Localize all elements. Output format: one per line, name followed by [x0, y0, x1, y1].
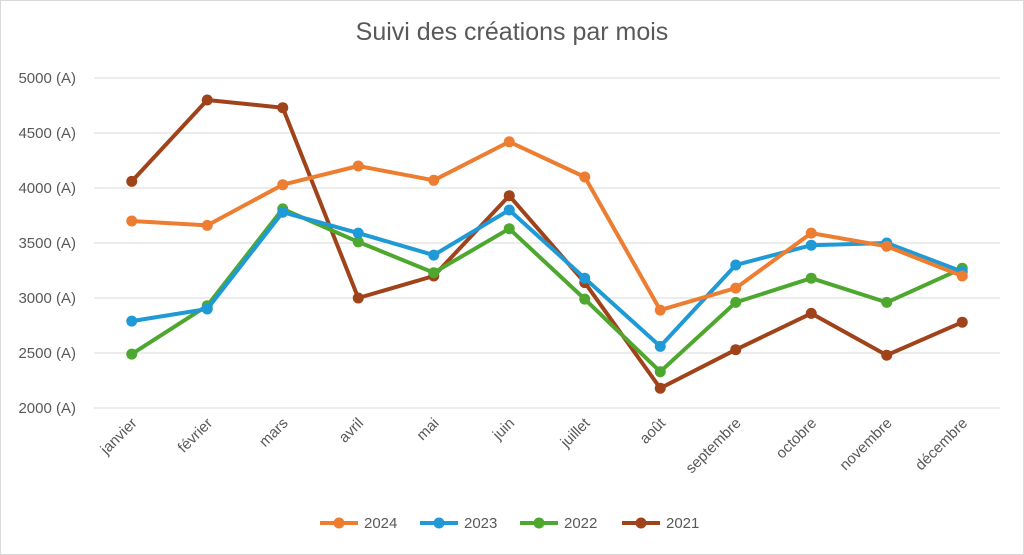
legend-marker: [533, 517, 545, 529]
data-point: [277, 179, 289, 191]
data-point: [352, 236, 364, 248]
data-point: [503, 190, 515, 202]
x-tick-label: mars: [256, 415, 292, 451]
x-axis-ticks: janvier février mars avril mai juin juillet aoû…: [97, 414, 971, 477]
y-tick-label: 3500 (A): [18, 235, 76, 252]
legend-label: 2024: [364, 515, 397, 532]
data-point: [503, 136, 515, 148]
series-2022: [126, 203, 968, 378]
x-tick-label: août: [636, 414, 669, 447]
y-tick-label: 2000 (A): [18, 400, 76, 417]
data-point: [881, 296, 893, 308]
y-tick-label: 4000 (A): [18, 180, 76, 197]
data-point: [126, 215, 138, 227]
x-tick-label: février: [175, 415, 216, 456]
legend: 2024 2023 2022 2021: [320, 515, 699, 532]
series-line: [129, 139, 965, 313]
legend-label: 2021: [666, 515, 699, 532]
chart-title: Suivi des créations par mois: [355, 18, 669, 46]
data-point: [805, 272, 817, 284]
x-tick-label: septembre: [682, 415, 744, 477]
data-point: [881, 240, 893, 252]
data-point: [881, 349, 893, 361]
data-point: [654, 366, 666, 378]
data-point: [730, 296, 742, 308]
x-tick-label: octobre: [773, 415, 820, 462]
data-point: [201, 303, 213, 315]
data-point: [730, 344, 742, 356]
data-point: [805, 307, 817, 319]
data-point: [730, 282, 742, 294]
data-point: [805, 239, 817, 251]
series-line: [129, 206, 965, 374]
data-point: [654, 304, 666, 316]
y-tick-label: 2500 (A): [18, 345, 76, 362]
series-2024: [126, 136, 968, 316]
x-tick-label: novembre: [836, 415, 895, 474]
data-point: [428, 249, 440, 261]
x-tick-label: mai: [413, 415, 442, 444]
data-point: [352, 292, 364, 304]
legend-marker: [635, 517, 647, 529]
x-tick-label: juin: [489, 415, 518, 444]
data-point: [428, 267, 440, 279]
legend-marker: [333, 517, 345, 529]
data-point: [428, 174, 440, 186]
data-point: [503, 204, 515, 216]
y-axis-ticks: 2000 (A) 2500 (A) 3000 (A) 3500 (A) 4000 (A)…: [18, 70, 76, 417]
y-tick-label: 3000 (A): [18, 290, 76, 307]
data-point: [352, 227, 364, 239]
legend-item-2024: 2024: [320, 515, 397, 532]
x-tick-label: janvier: [97, 415, 141, 459]
legend-item-2023: 2023: [420, 515, 497, 532]
data-point: [956, 270, 968, 282]
data-point: [503, 223, 515, 235]
x-tick-label: décembre: [912, 415, 971, 474]
series-group: [126, 94, 968, 394]
legend-item-2021: 2021: [622, 515, 699, 532]
data-point: [579, 171, 591, 183]
data-point: [277, 206, 289, 218]
legend-item-2022: 2022: [520, 515, 597, 532]
legend-label: 2023: [464, 515, 497, 532]
data-point: [352, 160, 364, 172]
data-point: [579, 293, 591, 305]
data-point: [654, 382, 666, 394]
data-point: [201, 219, 213, 231]
legend-label: 2022: [564, 515, 597, 532]
data-point: [126, 175, 138, 187]
series-line: [129, 98, 965, 391]
data-point: [126, 348, 138, 360]
data-point: [956, 316, 968, 328]
data-point: [730, 259, 742, 271]
data-point: [654, 340, 666, 352]
series-line: [129, 208, 965, 349]
data-point: [277, 102, 289, 114]
x-tick-label: avril: [336, 415, 367, 446]
y-tick-label: 4500 (A): [18, 125, 76, 142]
data-point: [126, 315, 138, 327]
x-tick-label: juillet: [557, 414, 594, 451]
legend-marker: [433, 517, 445, 529]
data-point: [201, 94, 213, 106]
data-point: [579, 272, 591, 284]
data-point: [805, 227, 817, 239]
y-tick-label: 5000 (A): [18, 70, 76, 87]
